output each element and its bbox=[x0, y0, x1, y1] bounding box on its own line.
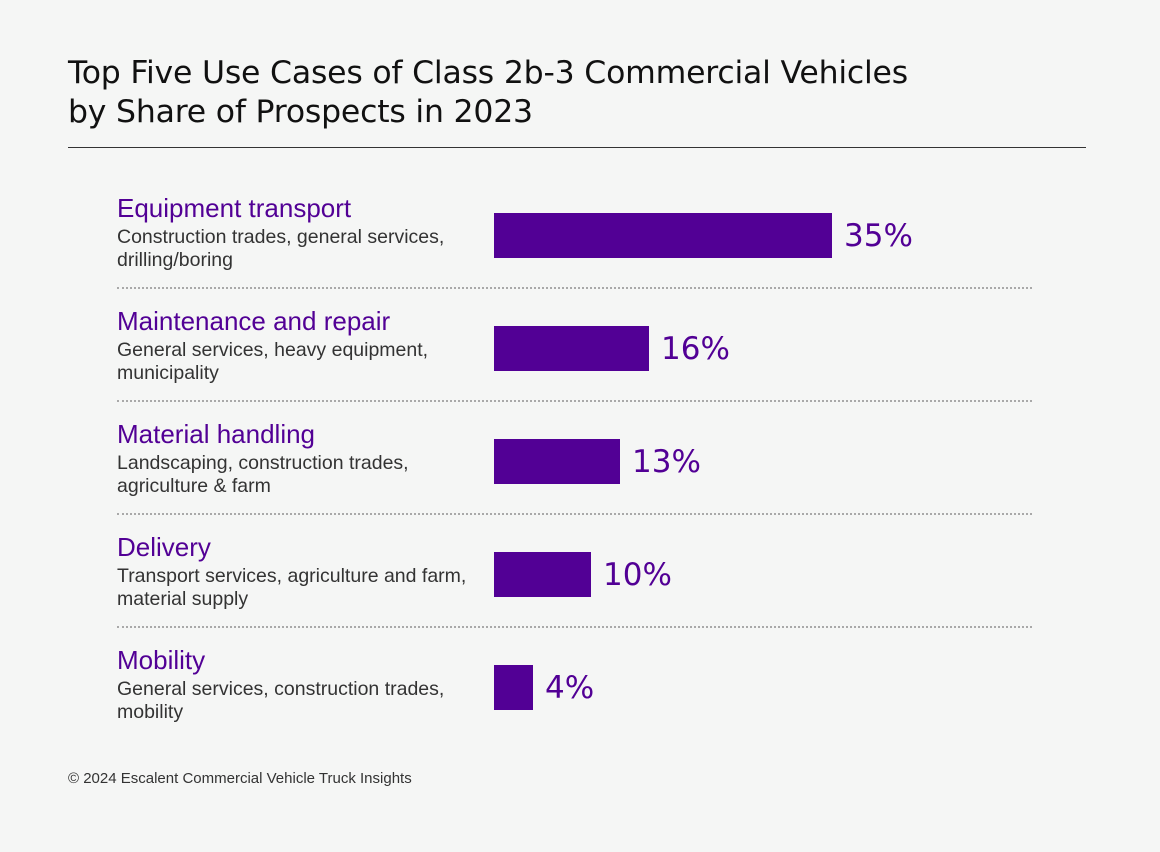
value-label: 35% bbox=[844, 218, 913, 254]
value-label: 10% bbox=[603, 557, 672, 593]
category-subtitle: General services, construction trades, m… bbox=[117, 678, 445, 723]
copyright-footer: © 2024 Escalent Commercial Vehicle Truck… bbox=[68, 770, 412, 787]
bar-equipment-transport bbox=[494, 213, 832, 258]
chart-row: Mobility General services, construction t… bbox=[0, 645, 1160, 758]
chart-row: Material handling Landscaping, constructi… bbox=[0, 419, 1160, 532]
category-label: Material handling bbox=[117, 419, 316, 449]
category-label: Delivery bbox=[117, 532, 211, 562]
value-label: 4% bbox=[545, 670, 595, 706]
category-label: Equipment transport bbox=[117, 193, 352, 223]
row-divider bbox=[117, 626, 1032, 628]
value-label: 16% bbox=[661, 331, 730, 367]
bar-material-handling bbox=[494, 439, 620, 484]
category-label: Maintenance and repair bbox=[117, 306, 391, 336]
category-label: Mobility bbox=[117, 645, 206, 675]
row-divider bbox=[117, 287, 1032, 289]
chart-title: Top Five Use Cases of Class 2b-3 Commerc… bbox=[68, 54, 1068, 132]
category-subtitle: General services, heavy equipment, munic… bbox=[117, 339, 429, 384]
category-subtitle: Construction trades, general services, d… bbox=[117, 226, 445, 271]
chart-row: Equipment transport Construction trades, … bbox=[0, 193, 1160, 306]
bar-maintenance-and-repair bbox=[494, 326, 649, 371]
row-divider bbox=[117, 513, 1032, 515]
bar-mobility bbox=[494, 665, 533, 710]
chart-row: Maintenance and repair General services, … bbox=[0, 306, 1160, 419]
bar-delivery bbox=[494, 552, 591, 597]
title-rule bbox=[68, 147, 1086, 148]
chart-title-line-1: Top Five Use Cases of Class 2b-3 Commerc… bbox=[68, 55, 908, 91]
chart-title-line-2: by Share of Prospects in 2023 bbox=[68, 94, 533, 130]
chart-row: Delivery Transport services, agriculture … bbox=[0, 532, 1160, 645]
value-label: 13% bbox=[632, 444, 701, 480]
category-subtitle: Transport services, agriculture and farm… bbox=[117, 565, 467, 610]
row-divider bbox=[117, 400, 1032, 402]
category-subtitle: Landscaping, construction trades, agricu… bbox=[117, 452, 409, 497]
